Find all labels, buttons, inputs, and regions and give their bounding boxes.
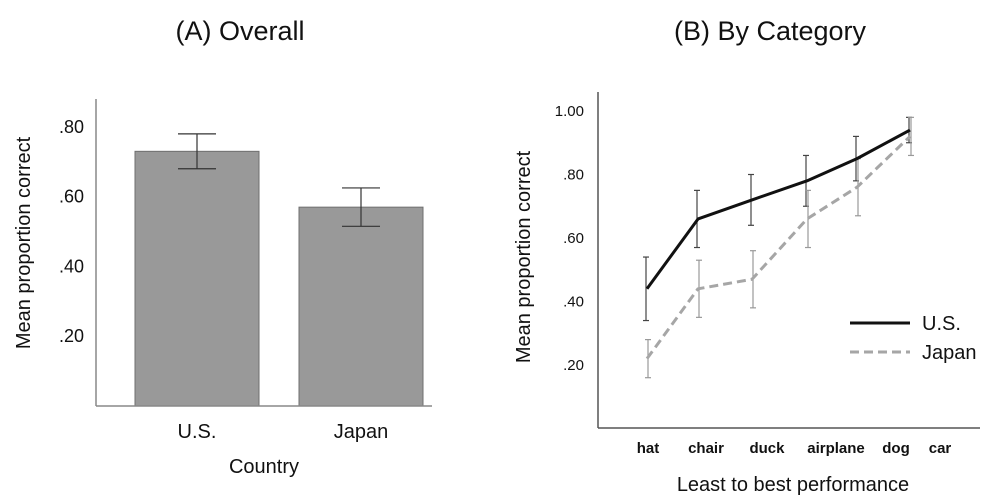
panel-b-x-axis-label: Least to best performance [677, 474, 909, 496]
series-line-japan [645, 135, 912, 360]
panel-b-title: (B) By Category [674, 16, 867, 46]
panel-b-y-tick-label: .80 [563, 167, 584, 184]
bar-us [134, 150, 260, 407]
series-line-us [645, 128, 911, 290]
panel-b-category-label: airplane [807, 440, 865, 457]
panel-b-by-category: (B) By Category Mean proportion correct … [513, 16, 980, 496]
panel-a-y-tick-label: .40 [59, 256, 84, 276]
panel-b-y-tick-label: .40 [563, 294, 584, 311]
panel-a-y-tick-label: .80 [59, 117, 84, 137]
panel-b-category-label: car [929, 440, 952, 457]
panel-a-y-tick-label: .20 [59, 326, 84, 346]
panel-a-title: (A) Overall [175, 16, 304, 46]
panel-b-category-label: hat [637, 440, 660, 457]
panel-a-y-axis-label: Mean proportion correct [13, 136, 35, 349]
panel-b-category-label: dog [882, 440, 910, 457]
panel-a-category-label: Japan [334, 421, 389, 443]
panel-a-overall: (A) Overall Mean proportion correct Coun… [13, 16, 432, 478]
bar-japan [298, 206, 424, 407]
legend-label: U.S. [922, 313, 961, 335]
panel-b-y-tick-label: .60 [563, 230, 584, 247]
legend-label: Japan [922, 342, 977, 364]
panel-a-y-tick-label: .60 [59, 187, 84, 207]
panel-b-y-axis-label: Mean proportion correct [513, 150, 535, 363]
panel-b-y-tick-label: 1.00 [555, 103, 584, 120]
panel-b-category-label: duck [749, 440, 785, 457]
panel-a-x-axis-label: Country [229, 456, 299, 478]
panel-b-category-label: chair [688, 440, 724, 457]
panel-b-y-tick-label: .20 [563, 357, 584, 374]
legend: U.S. Japan [850, 313, 977, 364]
panel-a-category-label: U.S. [178, 421, 217, 443]
